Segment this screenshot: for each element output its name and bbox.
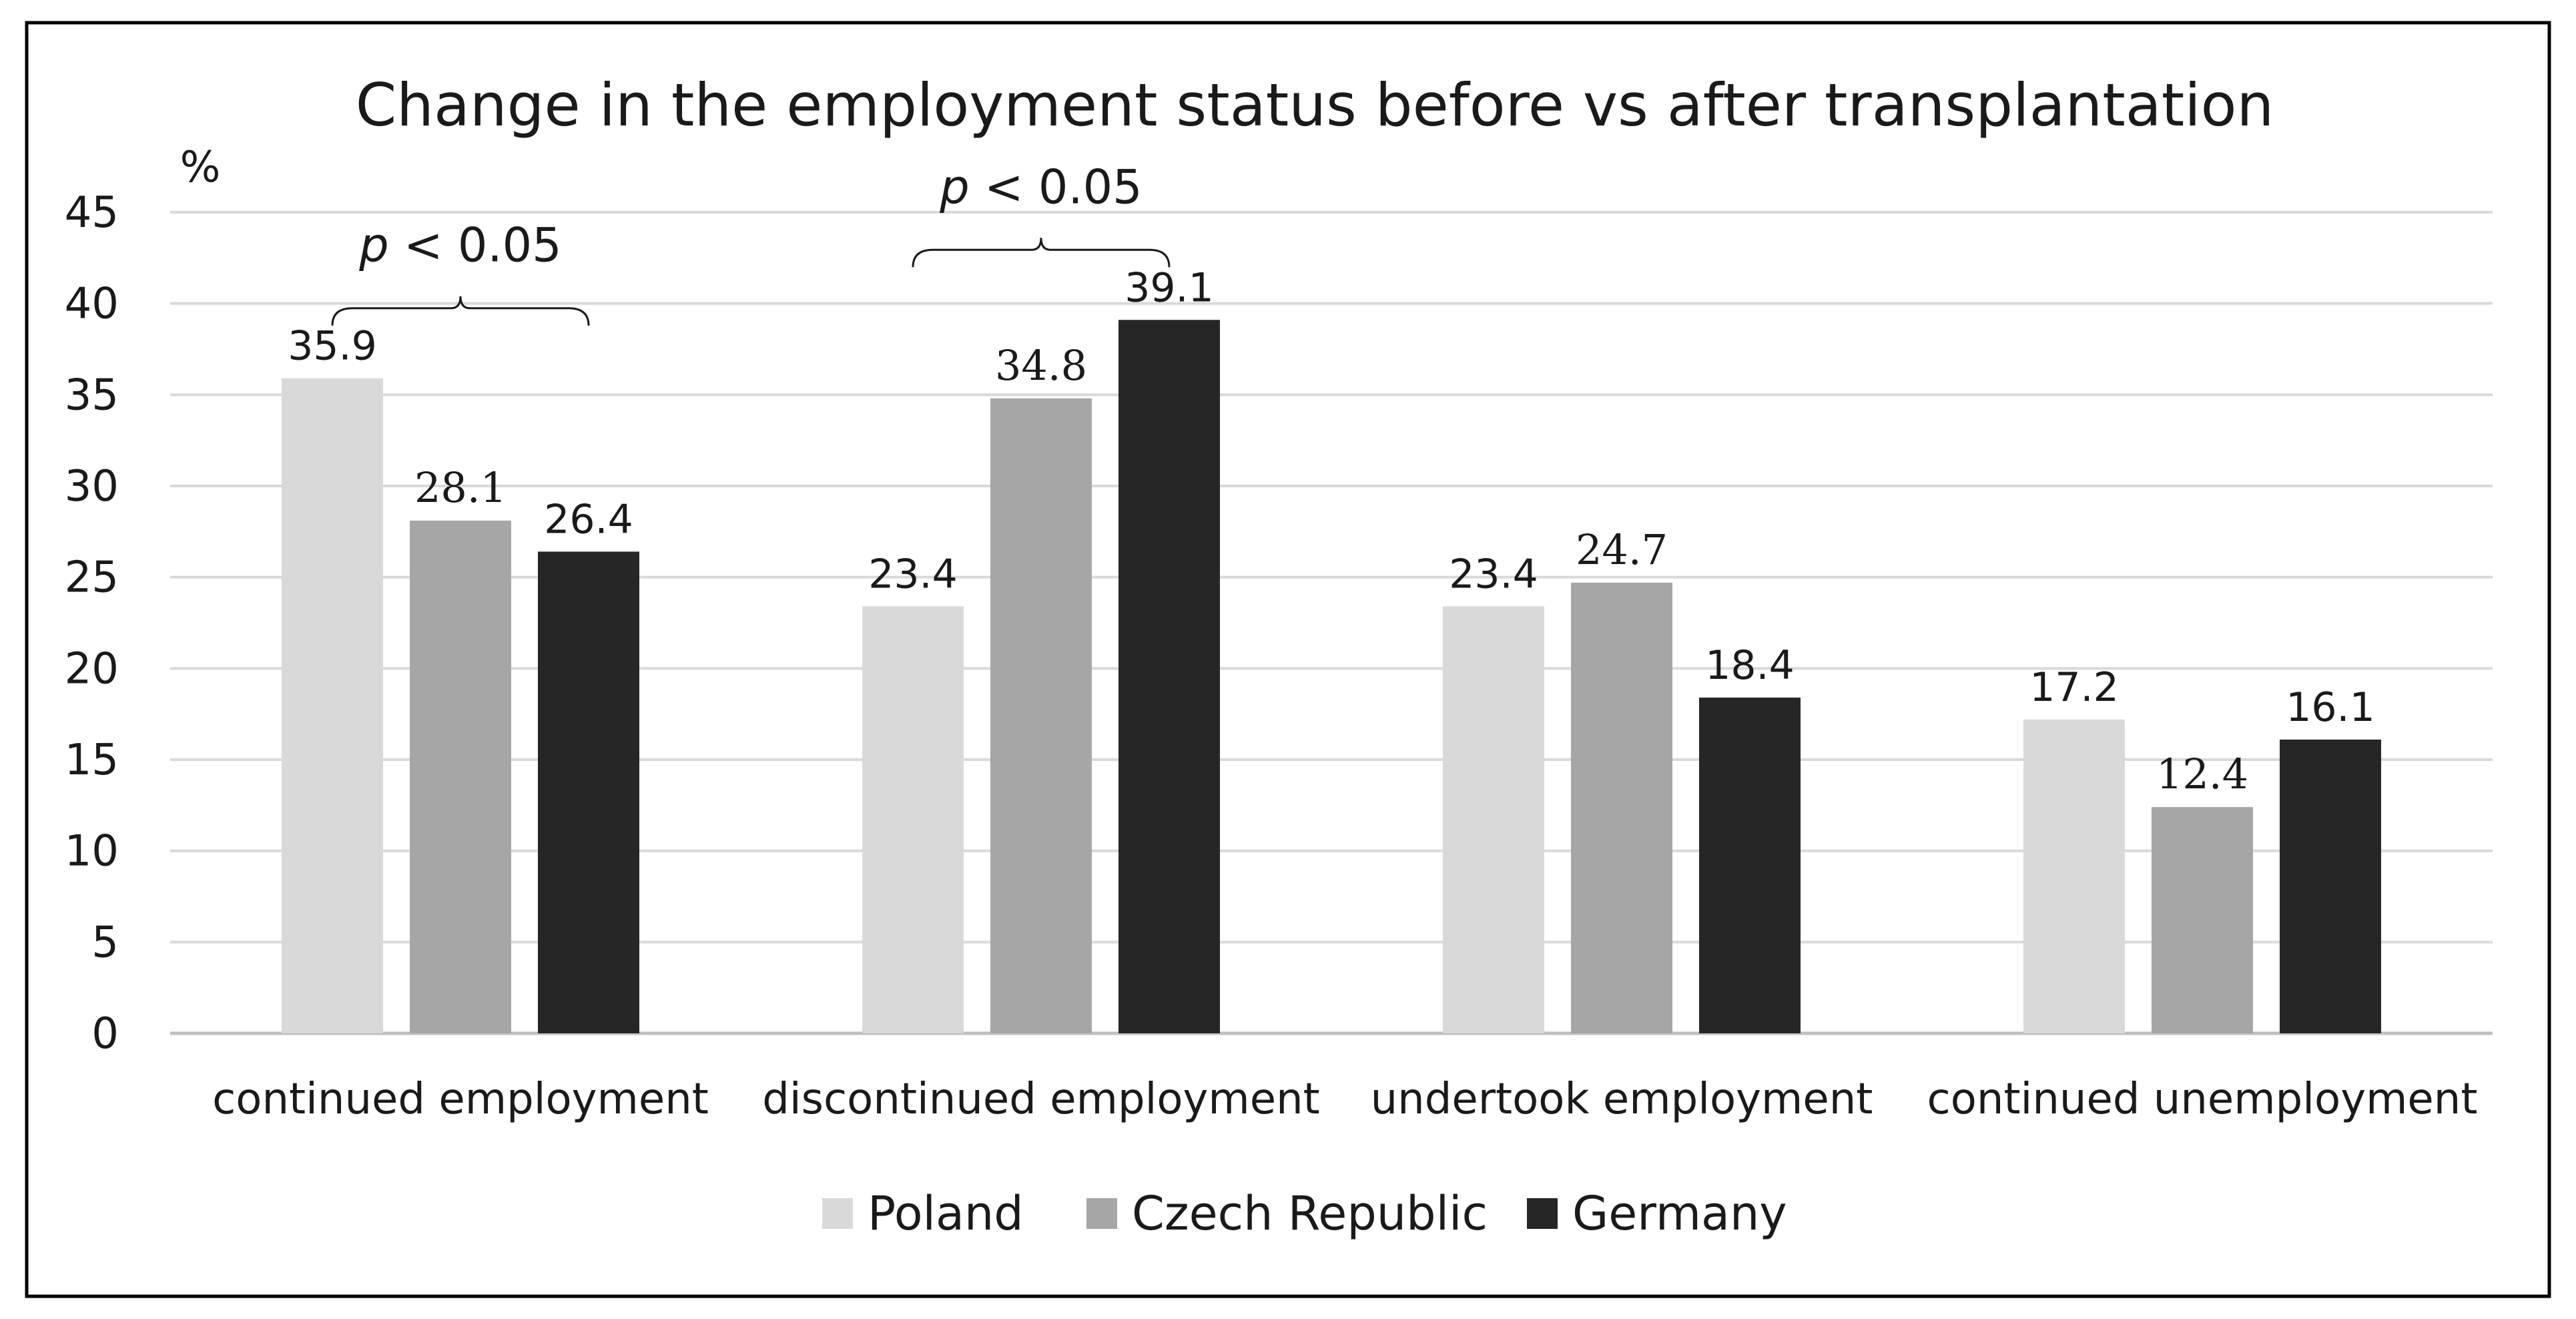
legend-label: Poland — [868, 1186, 1024, 1241]
x-tick-labels: continued employment discontinued employm… — [212, 1075, 2477, 1124]
p-symbol: p — [939, 160, 969, 214]
data-label: 23.4 — [1449, 551, 1538, 597]
p-comparison: < 0.05 — [389, 218, 562, 273]
y-tick-label: 30 — [65, 462, 119, 511]
data-label: 23.4 — [868, 551, 958, 597]
legend-label: Czech Republic — [1132, 1186, 1488, 1241]
y-tick-label: 40 — [65, 280, 119, 329]
x-tick-label: continued unemployment — [1927, 1075, 2478, 1124]
bar — [1443, 606, 1544, 1033]
bar — [1571, 582, 1672, 1033]
x-tick-label: discontinued employment — [762, 1075, 1320, 1124]
legend-label: Germany — [1572, 1186, 1787, 1241]
bar — [862, 606, 964, 1033]
y-tick-label: 20 — [65, 644, 119, 694]
data-label: 16.1 — [2286, 684, 2375, 731]
chart-title: Change in the employment status before v… — [356, 71, 2274, 140]
data-label: 17.2 — [2029, 664, 2119, 711]
data-label: 39.1 — [1124, 264, 1214, 311]
bar — [1118, 320, 1220, 1034]
bar — [2280, 739, 2381, 1033]
y-tick-label: 15 — [65, 736, 119, 785]
p-value-annotation: p < 0.05 — [358, 218, 561, 273]
data-label: 12.4 — [2156, 750, 2248, 798]
legend-swatch — [1086, 1198, 1117, 1229]
bar — [1699, 698, 1801, 1033]
bars — [282, 320, 2381, 1034]
data-label: 28.1 — [414, 463, 507, 512]
y-tick-label: 25 — [65, 553, 119, 603]
p-symbol: p — [358, 218, 388, 273]
bar — [2152, 807, 2253, 1033]
significance-bracket — [912, 238, 1171, 268]
data-label: 24.7 — [1576, 525, 1668, 574]
legend-swatch — [1527, 1198, 1558, 1229]
x-tick-label: undertook employment — [1371, 1075, 1873, 1124]
y-tick-label: 10 — [65, 827, 119, 876]
legend-swatch — [822, 1198, 853, 1229]
data-label: 35.9 — [288, 323, 377, 370]
bar — [410, 520, 511, 1033]
p-comparison: < 0.05 — [970, 160, 1143, 214]
y-tick-labels: 0 5 10 15 20 25 30 35 40 45 — [65, 188, 119, 1059]
y-tick-label: 0 — [91, 1009, 119, 1059]
data-labels: 35.9 23.4 23.4 17.2 28.1 34.8 24.7 12.4 26.4 39.1… — [288, 264, 2375, 798]
legend: Poland Czech Republic Germany — [822, 1186, 1787, 1241]
data-label: 34.8 — [995, 341, 1087, 390]
bar — [282, 378, 383, 1033]
y-tick-label: 45 — [65, 188, 119, 238]
data-label: 26.4 — [544, 496, 633, 543]
bar — [990, 398, 1092, 1033]
significance-annotations: p < 0.05p < 0.05 — [331, 160, 1171, 326]
y-tick-label: 5 — [91, 918, 119, 967]
y-axis-label: % — [180, 143, 221, 192]
bar — [2023, 719, 2125, 1033]
p-value-annotation: p < 0.05 — [939, 160, 1142, 214]
bar — [538, 551, 639, 1033]
x-tick-label: continued employment — [212, 1075, 709, 1124]
y-tick-label: 35 — [65, 370, 119, 420]
data-label: 18.4 — [1705, 642, 1795, 689]
